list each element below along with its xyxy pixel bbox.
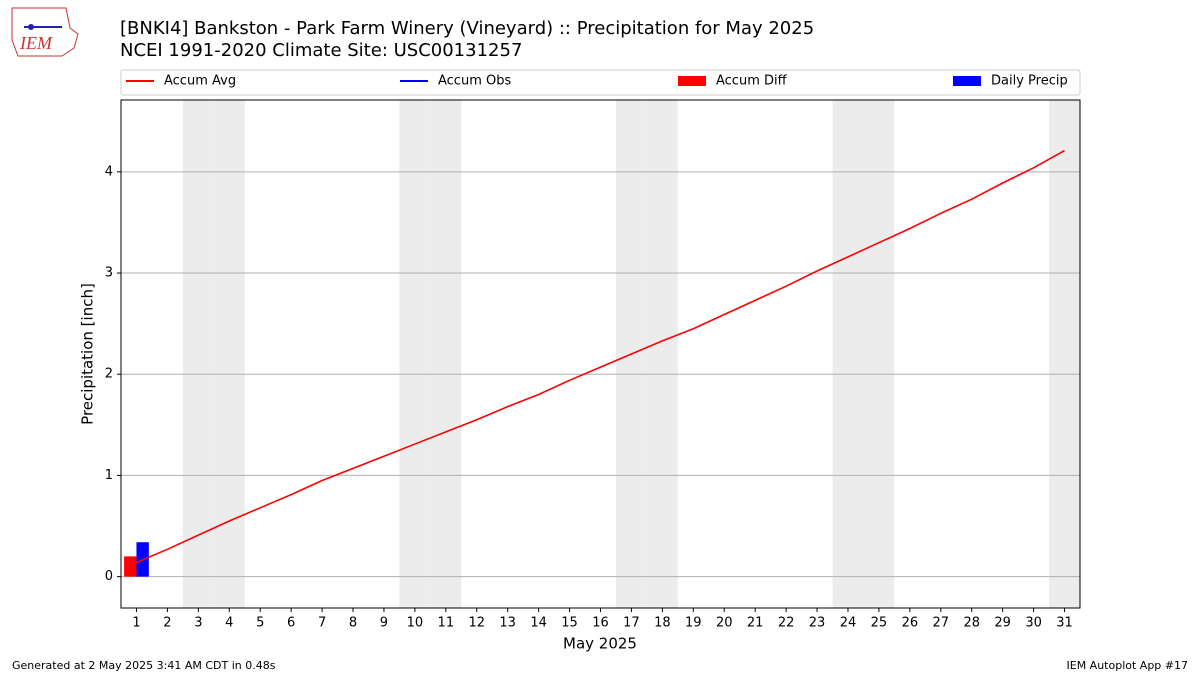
- weekend-shade: [646, 100, 678, 608]
- x-tick-label: 24: [840, 616, 857, 631]
- x-tick-label: 20: [716, 616, 733, 631]
- x-tick-label: 29: [994, 616, 1011, 631]
- x-tick-label: 2: [163, 616, 171, 631]
- legend-swatch: [678, 76, 706, 86]
- legend-swatch: [953, 76, 981, 86]
- weekend-shade: [399, 100, 431, 608]
- y-tick-label: 0: [105, 569, 113, 584]
- chart-title: [BNKI4] Bankston - Park Farm Winery (Vin…: [120, 18, 814, 39]
- x-tick-label: 21: [747, 616, 764, 631]
- legend-label: Daily Precip: [991, 74, 1068, 89]
- legend-box: [120, 69, 1081, 96]
- x-tick-label: 28: [963, 616, 980, 631]
- x-tick-label: 14: [530, 616, 547, 631]
- weekend-shade: [430, 100, 462, 608]
- x-tick-label: 25: [871, 616, 888, 631]
- x-tick-label: 17: [623, 616, 640, 631]
- weekend-shade: [832, 100, 864, 608]
- x-tick-label: 18: [654, 616, 671, 631]
- series-line: [136, 149, 1065, 564]
- x-tick-label: 11: [438, 616, 455, 631]
- weekend-shade: [863, 100, 895, 608]
- plot-frame: [120, 99, 1081, 609]
- x-tick-label: 6: [287, 616, 295, 631]
- x-tick-label: 22: [778, 616, 795, 631]
- x-tick-label: 9: [380, 616, 388, 631]
- legend-label: Accum Obs: [438, 74, 511, 89]
- legend-label: Accum Avg: [164, 74, 236, 89]
- weekend-shade: [213, 100, 245, 608]
- x-tick-label: 5: [256, 616, 264, 631]
- x-tick-label: 31: [1056, 616, 1073, 631]
- footer-right: IEM Autoplot App #17: [1067, 659, 1189, 672]
- x-axis-label: May 2025: [563, 635, 637, 653]
- x-tick-label: 3: [194, 616, 202, 631]
- legend-label: Accum Diff: [716, 74, 788, 89]
- weekend-shade: [1049, 100, 1080, 608]
- x-tick-label: 4: [225, 616, 233, 631]
- x-tick-label: 13: [499, 616, 516, 631]
- x-tick-label: 10: [407, 616, 424, 631]
- x-tick-label: 15: [561, 616, 578, 631]
- x-tick-label: 12: [468, 616, 485, 631]
- footer-left: Generated at 2 May 2025 3:41 AM CDT in 0…: [12, 659, 276, 672]
- x-tick-label: 27: [933, 616, 950, 631]
- x-tick-label: 7: [318, 616, 326, 631]
- y-tick-label: 4: [105, 164, 113, 179]
- x-tick-label: 26: [902, 616, 919, 631]
- logo-text: IEM: [19, 33, 53, 53]
- x-tick-label: 8: [349, 616, 357, 631]
- x-tick-label: 16: [592, 616, 609, 631]
- logo: [11, 7, 79, 57]
- x-tick-label: 19: [685, 616, 702, 631]
- y-tick-label: 2: [105, 367, 113, 382]
- weekend-shade: [182, 100, 214, 608]
- y-tick-label: 1: [105, 468, 113, 483]
- bar: [124, 556, 137, 577]
- chart-subtitle: NCEI 1991-2020 Climate Site: USC00131257: [120, 40, 522, 61]
- x-tick-label: 23: [809, 616, 826, 631]
- y-axis-label: Precipitation [inch]: [79, 283, 97, 425]
- x-tick-label: 1: [132, 616, 140, 631]
- x-tick-label: 30: [1025, 616, 1042, 631]
- y-tick-label: 3: [105, 266, 113, 281]
